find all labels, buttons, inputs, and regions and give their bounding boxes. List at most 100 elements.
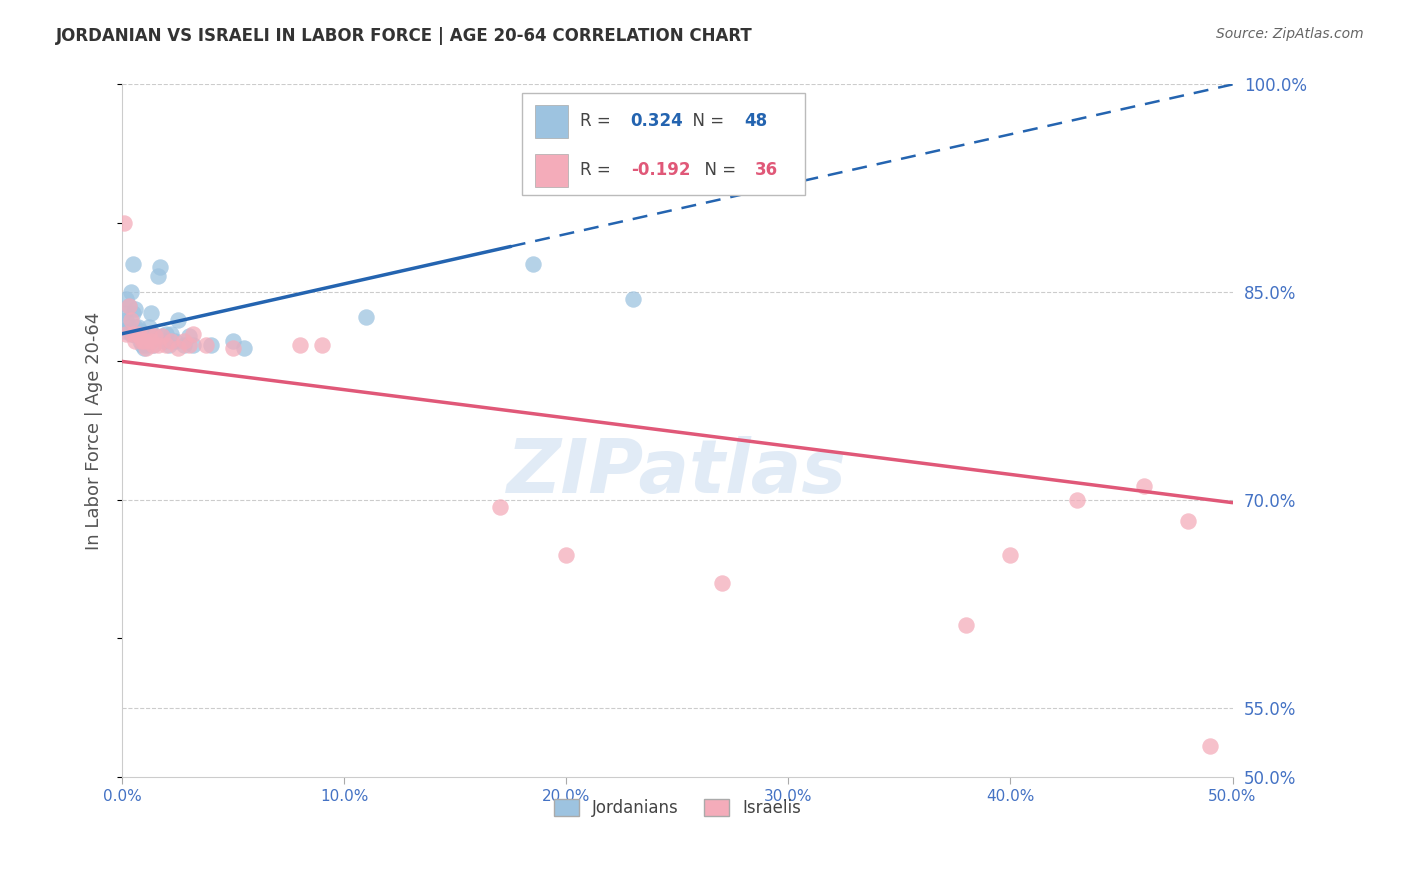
Point [488, 500, 510, 514]
Text: 0.324: 0.324 [631, 112, 683, 130]
Point [146, 338, 169, 352]
Text: N =: N = [695, 161, 741, 179]
Point [142, 338, 165, 352]
FancyBboxPatch shape [522, 93, 806, 195]
Point [195, 338, 218, 352]
Point [124, 301, 146, 316]
Point [138, 329, 160, 343]
Point [124, 334, 146, 348]
Point [115, 326, 138, 341]
Point [127, 329, 149, 343]
Point [166, 341, 188, 355]
Text: 48: 48 [744, 112, 768, 130]
Point [1132, 479, 1154, 493]
Text: R =: R = [579, 112, 616, 130]
Point [118, 299, 141, 313]
Text: 36: 36 [755, 161, 778, 179]
Point [135, 341, 157, 355]
Text: JORDANIAN VS ISRAELI IN LABOR FORCE | AGE 20-64 CORRELATION CHART: JORDANIAN VS ISRAELI IN LABOR FORCE | AG… [56, 27, 754, 45]
Point [710, 576, 733, 591]
Point [155, 338, 177, 352]
Point [112, 306, 135, 320]
Point [135, 338, 157, 352]
Point [522, 257, 544, 271]
Point [131, 326, 153, 341]
Point [181, 338, 204, 352]
Point [160, 334, 183, 348]
Point [118, 319, 141, 334]
Point [1066, 492, 1088, 507]
Point [150, 329, 173, 343]
Point [177, 329, 200, 343]
Point [160, 326, 183, 341]
Point [1177, 514, 1199, 528]
Point [134, 341, 156, 355]
Point [115, 313, 138, 327]
Text: ZIPatlas: ZIPatlas [508, 435, 848, 508]
Point [356, 310, 378, 324]
Point [139, 334, 162, 348]
Point [233, 341, 256, 355]
Point [621, 292, 644, 306]
Point [139, 306, 162, 320]
Point [1199, 739, 1222, 754]
Point [153, 334, 176, 348]
Point [112, 216, 135, 230]
Point [146, 268, 169, 283]
Text: Source: ZipAtlas.com: Source: ZipAtlas.com [1216, 27, 1364, 41]
Point [112, 324, 135, 338]
Point [134, 334, 156, 348]
Point [135, 326, 157, 341]
Point [150, 329, 173, 343]
Point [555, 549, 578, 563]
Point [120, 285, 142, 300]
Text: R =: R = [579, 161, 616, 179]
Point [122, 326, 145, 341]
Point [122, 326, 145, 341]
Text: -0.192: -0.192 [631, 161, 690, 179]
Point [181, 326, 204, 341]
Point [165, 334, 187, 348]
Point [173, 334, 195, 348]
Point [222, 334, 245, 348]
Point [131, 334, 153, 348]
Point [120, 313, 142, 327]
Point [311, 338, 333, 352]
Point [124, 319, 146, 334]
Point [127, 326, 149, 341]
Point [149, 260, 172, 275]
Point [122, 257, 145, 271]
Point [128, 324, 150, 338]
Point [288, 338, 311, 352]
Point [166, 313, 188, 327]
Point [1000, 549, 1022, 563]
Point [131, 338, 153, 352]
Point [128, 334, 150, 348]
Point [134, 334, 156, 348]
Legend: Jordanians, Israelis: Jordanians, Israelis [547, 792, 807, 824]
Point [128, 329, 150, 343]
Point [145, 329, 167, 343]
Point [118, 299, 141, 313]
Point [142, 338, 165, 352]
Point [134, 326, 156, 341]
Point [138, 319, 160, 334]
Point [122, 306, 145, 320]
Point [177, 338, 200, 352]
Point [145, 329, 167, 343]
Point [157, 338, 180, 352]
Point [120, 326, 142, 341]
Point [200, 338, 222, 352]
Text: N =: N = [682, 112, 730, 130]
Point [127, 319, 149, 334]
Point [138, 326, 160, 341]
Point [955, 617, 977, 632]
Y-axis label: In Labor Force | Age 20-64: In Labor Force | Age 20-64 [86, 311, 103, 549]
FancyBboxPatch shape [536, 104, 568, 138]
FancyBboxPatch shape [536, 153, 568, 187]
Point [222, 341, 245, 355]
Point [155, 326, 177, 341]
Point [142, 326, 165, 341]
Point [173, 338, 195, 352]
Point [115, 292, 138, 306]
